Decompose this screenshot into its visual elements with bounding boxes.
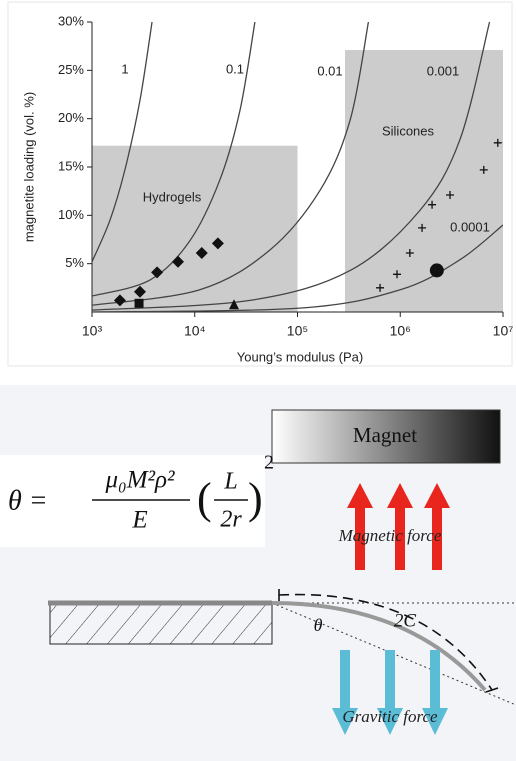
marker-diamond <box>113 294 126 307</box>
arrow-head <box>347 483 373 508</box>
magnetic-force-label: Magnetic force <box>338 526 442 545</box>
model-curve <box>92 224 503 312</box>
arrow-head <box>424 483 450 508</box>
arrow-shaft <box>385 650 395 712</box>
arrow-shaft <box>395 505 405 570</box>
model-curve <box>92 22 370 306</box>
model-curve <box>92 22 491 311</box>
region-label: Silicones <box>382 123 435 138</box>
chart-frame <box>7 1 513 367</box>
beam-bent <box>271 601 487 692</box>
curve-label: 1 <box>121 61 128 76</box>
arrow-head <box>422 708 448 735</box>
arrow-shaft <box>340 650 350 712</box>
marker-plus <box>428 200 437 209</box>
marker-plus <box>479 165 488 174</box>
marker-square <box>134 298 144 308</box>
marker-plus <box>376 283 385 292</box>
marker-diamond <box>151 266 164 279</box>
y-tick-label: 25% <box>58 62 84 77</box>
y-tick-label: 30% <box>58 13 84 28</box>
marker-diamond <box>133 285 146 298</box>
equation-lhs: θ = <box>8 485 48 516</box>
curve-label: 0.1 <box>226 61 244 76</box>
region <box>345 50 503 313</box>
paren-open: ( <box>197 474 212 523</box>
arc-label: 2C <box>394 610 417 631</box>
y-tick-label: 10% <box>58 207 84 222</box>
curve-label: 0.0001 <box>450 219 490 234</box>
curve-label: 0.01 <box>317 63 342 78</box>
marker-plus <box>418 223 427 232</box>
curves <box>92 22 503 312</box>
gravitic-force-label: Gravitic force <box>342 707 438 726</box>
equation-denominator: E <box>131 507 147 534</box>
arrow-shaft <box>355 505 365 570</box>
marker-plus <box>493 138 502 147</box>
x-tick-label: 10³ <box>82 323 103 339</box>
region-label: Hydrogels <box>143 189 202 204</box>
gravity-arrows <box>332 650 448 735</box>
model-curve <box>92 22 256 297</box>
marker-triangle <box>229 299 240 310</box>
x-tick-label: 10⁷ <box>493 323 514 339</box>
model-curve <box>92 22 153 262</box>
arrow-head <box>332 708 358 735</box>
marker-circle <box>429 263 444 278</box>
equation-paren-denominator: 2r <box>220 507 242 533</box>
x-tick-label: 10⁴ <box>184 323 206 339</box>
equation-paren-numerator: L <box>223 469 237 495</box>
marker-diamond <box>171 255 184 268</box>
arc-end <box>485 687 499 693</box>
marker-diamond <box>195 247 208 260</box>
arc-length <box>278 593 493 691</box>
y-axis-label: magnetite loading (vol. %) <box>21 92 36 242</box>
marker-plus <box>405 249 414 258</box>
arrow-head <box>387 483 413 508</box>
curve-label: 0.001 <box>427 63 460 78</box>
arrow-head <box>377 708 403 735</box>
equation-exponent: 2 <box>264 452 274 474</box>
support-block <box>49 603 273 645</box>
arrow-shaft <box>430 650 440 712</box>
x-tick-label: 10⁶ <box>390 323 411 339</box>
arrow-shaft <box>432 505 442 570</box>
y-tick-label: 15% <box>58 158 84 173</box>
diagram: Magnet Magnetic force θ = μ₀M²ρ² E ( L 2… <box>0 385 516 761</box>
magnetic-arrows <box>347 483 450 570</box>
marker-plus <box>446 191 455 200</box>
paren-close: ) <box>248 474 263 523</box>
marker-diamond <box>211 237 224 250</box>
marker-plus <box>393 270 402 279</box>
y-tick-label: 20% <box>58 110 84 125</box>
region <box>92 145 298 312</box>
chart: Young’s modulus (Pa) magnetite loading (… <box>21 13 513 364</box>
x-tick-label: 10⁵ <box>287 323 308 339</box>
equation-numerator: μ₀M²ρ² <box>104 467 175 494</box>
equation: θ = μ₀M²ρ² E ( L 2r ) 2 <box>8 452 274 534</box>
y-tick-label: 5% <box>65 255 84 270</box>
tangent-line <box>271 602 516 706</box>
angle-label: θ <box>314 615 323 635</box>
x-axis-label: Young’s modulus (Pa) <box>237 349 363 364</box>
equation-box <box>0 455 265 547</box>
magnet-block <box>271 409 501 464</box>
magnet-label: Magnet <box>353 423 417 447</box>
